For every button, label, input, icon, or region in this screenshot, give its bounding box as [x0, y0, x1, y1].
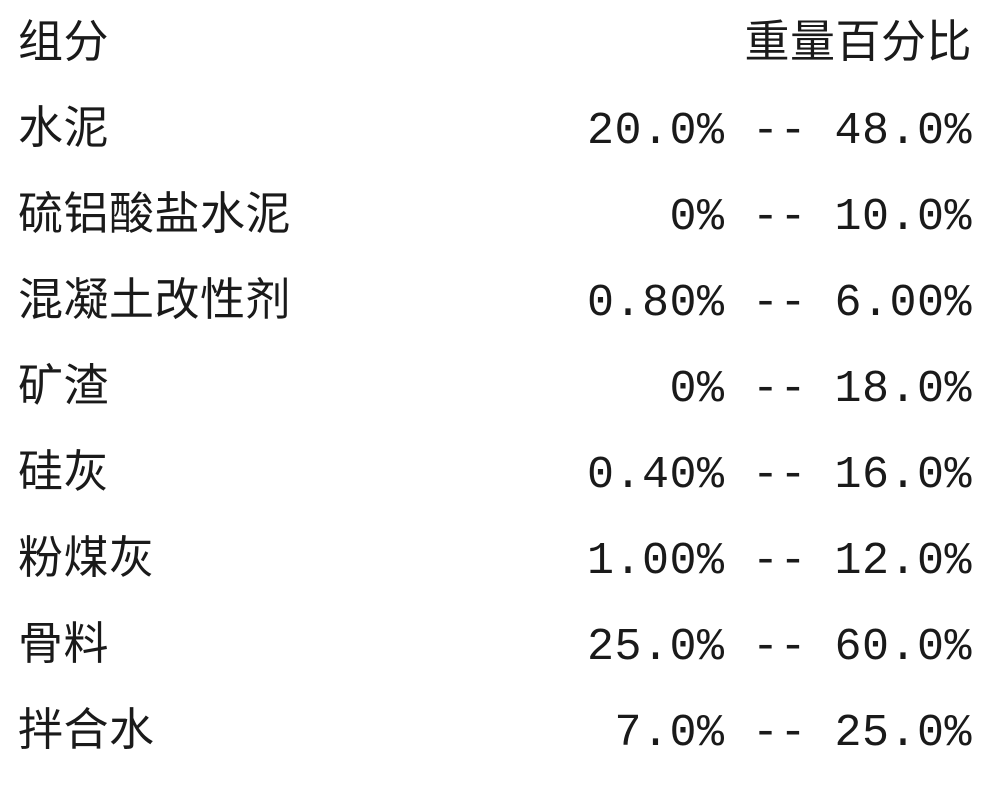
component-label: 硫铝酸盐水泥 [18, 192, 291, 237]
component-value: 0.40% -- 16.0% [587, 453, 972, 498]
component-label: 混凝土改性剂 [18, 278, 291, 323]
component-label: 矿渣 [18, 364, 109, 409]
table-row: 拌合水 7.0% -- 25.0% [18, 708, 972, 794]
component-label: 粉煤灰 [18, 536, 155, 581]
component-label: 拌合水 [18, 708, 155, 753]
header-right: 重量百分比 [744, 20, 972, 65]
table-row: 粉煤灰 1.00% -- 12.0% [18, 536, 972, 622]
component-value: 0.80% -- 6.00% [587, 281, 972, 326]
table-row: 硫铝酸盐水泥 0% -- 10.0% [18, 192, 972, 278]
component-label: 水泥 [18, 106, 109, 151]
table-row: 硅灰 0.40% -- 16.0% [18, 450, 972, 536]
header-left: 组分 [18, 20, 109, 65]
table-header-row: 组分 重量百分比 [18, 20, 972, 106]
table-row: 水泥 20.0% -- 48.0% [18, 106, 972, 192]
component-value: 1.00% -- 12.0% [587, 539, 972, 584]
component-value: 7.0% -- 25.0% [614, 711, 972, 756]
table-row: 矿渣 0% -- 18.0% [18, 364, 972, 450]
component-label: 硅灰 [18, 450, 109, 495]
table-row: 骨料 25.0% -- 60.0% [18, 622, 972, 708]
component-value: 20.0% -- 48.0% [587, 109, 972, 154]
composition-table: 组分 重量百分比 水泥 20.0% -- 48.0% 硫铝酸盐水泥 0% -- … [0, 0, 1000, 792]
component-value: 25.0% -- 60.0% [587, 625, 972, 670]
table-row: 混凝土改性剂 0.80% -- 6.00% [18, 278, 972, 364]
component-value: 0% -- 10.0% [669, 195, 972, 240]
component-value: 0% -- 18.0% [669, 367, 972, 412]
component-label: 骨料 [18, 622, 109, 667]
